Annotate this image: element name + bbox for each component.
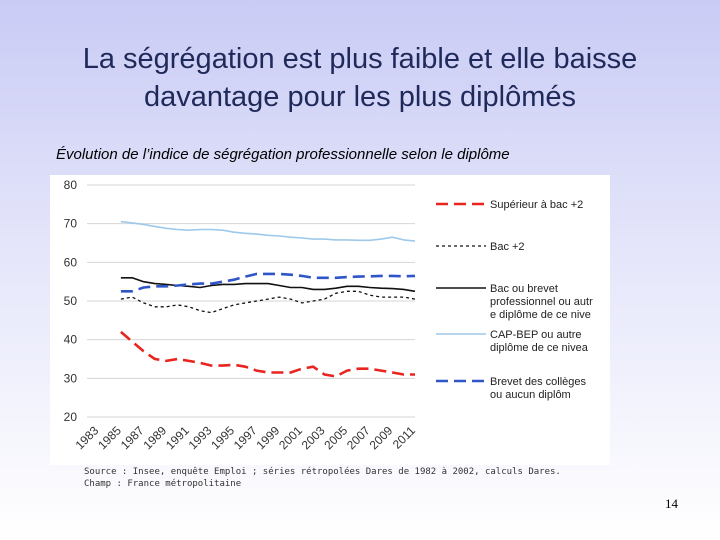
y-tick-label: 70 <box>64 217 78 231</box>
legend-label-3: CAP-BEP ou autre diplôme de ce nivea <box>490 329 589 354</box>
segregation-line-chart: 2030405060708019831985198719891991199319… <box>64 178 593 452</box>
title-line-2: davantage pour les plus diplômés <box>143 81 577 113</box>
y-tick-label: 30 <box>64 371 78 385</box>
x-tick-label: 2003 <box>299 423 328 452</box>
chart-notes: Source : Insee, enquête Emploi ; séries … <box>84 466 561 490</box>
chart-container: 20 30 40 50 60 70 80 1983 1985 1987 1989 1991 1993 19… <box>50 175 610 465</box>
x-tick-label: 1999 <box>254 423 283 452</box>
series-line-2 <box>120 277 416 293</box>
x-tick-label: 1985 <box>95 423 124 452</box>
page-number: 14 <box>665 496 678 511</box>
legend-label-4: Brevet des collèges ou aucun diplôm <box>490 376 586 401</box>
slide-title: La ségrégation est plus faible et elle b… <box>20 40 700 116</box>
chart-subtitle: Évolution de l’indice de ségrégation pro… <box>56 146 510 163</box>
legend-label-1: Bac +2 <box>490 241 525 253</box>
y-tick-label: 80 <box>64 178 78 192</box>
series-line-1 <box>120 290 416 314</box>
source-note: Source : Insee, enquête Emploi ; séries … <box>84 467 561 477</box>
x-tick-label: 2001 <box>276 423 305 452</box>
y-tick-label: 40 <box>64 333 78 347</box>
x-tick-label: 2005 <box>321 423 350 452</box>
x-tick-label: 1983 <box>73 423 102 452</box>
x-tick-label: 1987 <box>118 423 147 452</box>
x-tick-label: 1991 <box>163 423 192 452</box>
x-tick-label: 1995 <box>208 423 237 452</box>
y-tick-label: 50 <box>64 294 78 308</box>
series-line-4 <box>120 272 416 293</box>
x-tick-label: 2009 <box>367 423 396 452</box>
y-tick-label: 20 <box>64 410 78 424</box>
legend-label-0: Supérieur à bac +2 <box>490 199 583 211</box>
x-tick-label: 1993 <box>186 423 215 452</box>
x-tick-label: 2007 <box>344 423 373 452</box>
title-line-1: La ségrégation est plus faible et elle b… <box>82 43 638 75</box>
series-line-0 <box>120 330 415 378</box>
x-tick-label: 1989 <box>140 423 169 452</box>
x-tick-label: 2011 <box>390 423 418 451</box>
champ-note: Champ : France métropolitaine <box>84 479 242 489</box>
legend-label-2: Bac ou brevet professionnel ou autr e dipl… <box>490 283 593 321</box>
series-line-3 <box>120 220 416 242</box>
y-tick-label: 60 <box>64 255 78 269</box>
x-tick-label: 1997 <box>231 423 260 452</box>
